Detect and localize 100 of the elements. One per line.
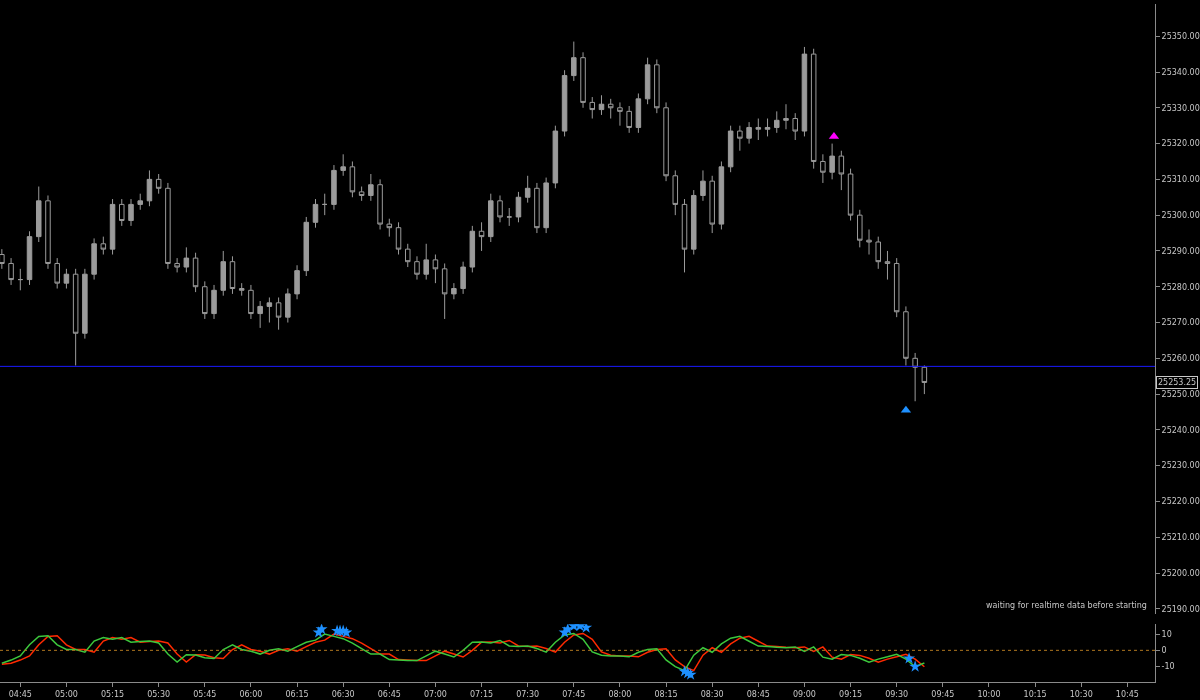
candlestick: [478, 221, 485, 252]
candlestick: [506, 207, 512, 227]
x-tick-label: 08:30: [700, 689, 724, 699]
y-tick-label: 25280.00: [1161, 282, 1200, 292]
candlestick: [312, 198, 319, 229]
x-tick-label: 07:30: [516, 689, 540, 699]
candlestick: [432, 254, 439, 284]
candlestick: [755, 118, 762, 141]
y-tick-label: 25230.00: [1161, 461, 1200, 471]
candlestick: [395, 221, 402, 256]
candlestick: [718, 160, 725, 230]
y-tick-label: 25240.00: [1161, 425, 1200, 435]
annotation: waiting for realtime data before starting: [986, 601, 1147, 610]
candlestick: [727, 125, 734, 173]
candlestick: [589, 96, 596, 120]
candlestick: [211, 284, 217, 320]
candlestick: [875, 236, 881, 270]
candlestick: [847, 168, 854, 222]
candlestick: [488, 193, 494, 243]
x-tick-label: 06:45: [377, 689, 401, 699]
candlestick: [857, 209, 863, 248]
candlestick: [912, 352, 918, 402]
candlestick: [737, 125, 743, 152]
candlestick: [109, 198, 116, 256]
x-tick-label: 10:15: [1023, 689, 1047, 699]
candlestick: [783, 103, 789, 130]
candlestick: [100, 236, 107, 256]
candlestick: [690, 189, 697, 256]
candlestick: [414, 255, 420, 281]
candlestick: [801, 46, 808, 137]
candlestick: [174, 257, 180, 273]
y-tick-label: 25330.00: [1161, 103, 1200, 113]
candlestick: [257, 300, 263, 329]
candlestick: [128, 198, 134, 227]
candlestick: [266, 296, 273, 324]
candlestick: [35, 186, 42, 243]
candlestick: [617, 101, 623, 127]
candlestick: [349, 160, 356, 198]
y-tick-label: 25300.00: [1161, 210, 1200, 220]
candlestick: [451, 282, 457, 300]
candlestick: [72, 268, 79, 366]
x-tick-label: 09:00: [792, 689, 816, 699]
candlestick: [8, 257, 14, 286]
candlestick: [17, 268, 24, 291]
x-tick-label: 07:15: [470, 689, 494, 699]
candlestick: [358, 186, 365, 202]
candlestick: [561, 69, 568, 137]
x-tick-label: 08:15: [654, 689, 678, 699]
candlestick: [654, 58, 660, 114]
x-tick-label: 07:00: [423, 689, 447, 699]
candlestick: [524, 175, 531, 204]
y-tick-label: 10: [1161, 629, 1172, 639]
candlestick: [405, 243, 411, 268]
candlestick: [469, 225, 476, 273]
x-tick-label: 09:15: [839, 689, 863, 699]
y-tick-label: 25350.00: [1161, 32, 1200, 42]
y-tick-label: 0: [1161, 646, 1167, 656]
candlestick: [220, 250, 227, 297]
candlestick: [423, 243, 429, 281]
candlestick: [700, 169, 706, 202]
candlestick: [26, 230, 33, 286]
candlestick: [386, 218, 393, 238]
x-tick-label: 10:45: [1115, 689, 1139, 699]
candlestick: [635, 92, 642, 134]
candlestick: [903, 305, 909, 366]
x-tick-label: 04:45: [8, 689, 32, 699]
candlestick: [377, 178, 383, 230]
y-tick-label: 25200.00: [1161, 568, 1200, 578]
candlestick: [460, 261, 466, 295]
x-tick-label: 05:00: [54, 689, 78, 699]
candlestick: [866, 228, 872, 256]
candlestick: [321, 193, 328, 216]
y-tick-label: 25220.00: [1161, 497, 1200, 507]
candlestick: [810, 48, 817, 170]
candlestick: [285, 288, 291, 324]
candlestick: [709, 175, 715, 234]
candlestick: [764, 118, 771, 137]
x-tick-label: 08:00: [608, 689, 632, 699]
candlestick: [82, 268, 88, 340]
candlestick: [746, 121, 752, 145]
candlestick: [571, 41, 577, 82]
x-tick-label: 10:00: [977, 689, 1001, 699]
candlestick: [607, 98, 614, 120]
candlestick: [552, 125, 559, 189]
candlestick: [626, 105, 632, 134]
candlestick: [792, 112, 798, 141]
y-tick-label: 25190.00: [1161, 604, 1200, 614]
candlestick: [534, 182, 540, 234]
candlestick: [598, 94, 605, 116]
candlestick: [672, 169, 679, 216]
candlestick: [192, 252, 199, 293]
candlestick: [368, 173, 374, 202]
y-tick-label: -10: [1161, 662, 1175, 672]
x-tick-label: 07:45: [562, 689, 586, 699]
candlestick: [294, 264, 300, 300]
candlestick: [165, 182, 171, 270]
candlestick: [921, 364, 928, 395]
candlestick: [829, 143, 835, 180]
y-tick-label: 25250.00: [1161, 389, 1200, 399]
x-tick-label: 05:30: [147, 689, 171, 699]
